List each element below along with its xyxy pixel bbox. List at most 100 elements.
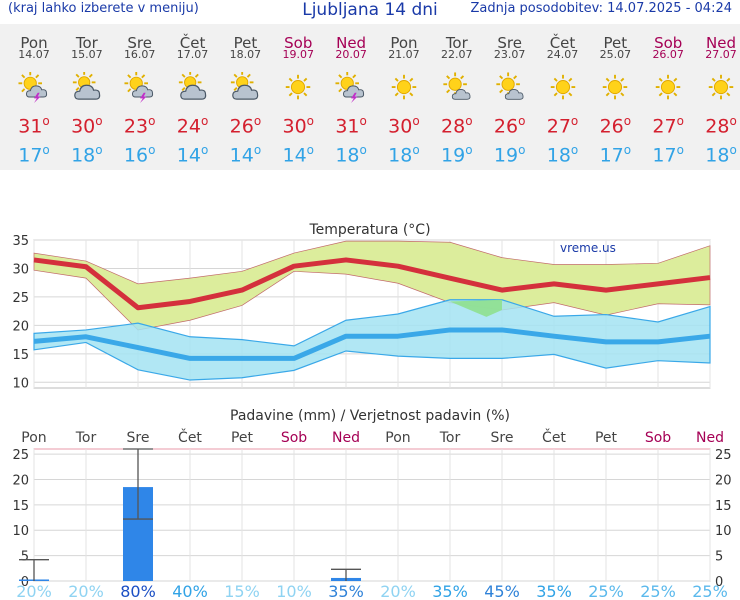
temperature-tick-label: 35 [12,234,29,249]
sun-icon [705,72,737,104]
min-temp: 18o [546,143,579,167]
precipitation-day-label: Pet [231,430,254,446]
min-temp: 18o [388,143,420,167]
precipitation-day-label: Čet [178,428,202,446]
precipitation-tick-label-right: 15 [715,499,732,514]
day-name: Pet [603,34,628,52]
min-temp: 14o [176,143,209,167]
precipitation-probability-label: 25% [640,582,676,600]
day-name: Ned [336,34,367,52]
day-name: Sob [654,34,683,52]
watermark-link: vreme.us [560,241,616,255]
sun-cloud-lightning-icon [335,71,367,104]
temperature-tick-label: 30 [12,262,29,277]
precipitation-probability-label: 35% [432,582,468,600]
temperature-tick-label: 25 [12,291,29,306]
temperature-chart-title: Temperatura (°C) [308,222,430,238]
precipitation-probability-label: 10% [276,582,312,600]
max-temp-range-band [33,240,711,331]
sun-cloud-lightning-icon [124,71,156,104]
page-title: Ljubljana 14 dni [302,0,438,20]
min-temp: 18o [705,143,737,167]
min-temp: 14o [282,143,315,167]
max-temp: 30o [71,114,103,138]
precipitation-probability-label: 20% [16,582,52,600]
sun-icon [282,72,314,104]
day-date: 18.07 [229,48,262,61]
precipitation-day-label: Ned [332,430,360,446]
precipitation-tick-label-left: 25 [12,448,29,463]
max-temp: 30o [388,114,420,138]
min-temp: 18o [335,143,367,167]
min-temp: 17o [18,143,50,167]
max-temp: 26o [493,114,526,138]
max-temp: 27o [546,114,579,138]
precipitation-tick-label-left: 15 [12,499,29,514]
max-temp: 31o [18,114,50,138]
day-name: Pon [390,34,418,52]
day-name: Tor [75,34,98,52]
cloud-sun-icon [229,71,261,104]
precipitation-day-label: Čet [542,428,566,446]
max-temp-line [33,257,711,311]
min-temp: 17o [599,143,632,167]
max-temp: 28o [441,114,473,138]
precipitation-chart-title: Padavine (mm) / Verjetnost padavin (%) [230,408,510,424]
day-date: 17.07 [176,48,209,61]
min-temp: 17o [652,143,684,167]
precipitation-probability-label: 35% [328,582,364,600]
last-update-text: Zadnja posodobitev: 14.07.2025 - 04:24 [470,1,732,16]
day-name: Ned [706,34,737,52]
precipitation-probability-label: 80% [120,582,156,600]
precipitation-tick-label-left: 10 [12,524,29,539]
max-temp: 27o [652,114,684,138]
day-date: 15.07 [71,48,103,61]
precipitation-day-label: Sre [491,430,514,446]
precipitation-day-label: Pon [385,430,410,446]
precipitation-tick-label-right: 0 [715,575,723,590]
precipitation-tick-label-left: 5 [21,550,29,565]
min-temp: 14o [229,143,262,167]
day-date: 23.07 [493,48,526,61]
sun-icon [599,72,631,104]
max-temp: 23o [123,114,156,138]
day-date: 21.07 [388,48,420,61]
precipitation-tick-label-right: 5 [715,550,723,565]
precipitation-tick-label-right: 25 [715,448,732,463]
temperature-tick-label: 20 [12,319,29,334]
day-name: Sre [127,34,152,52]
sun-small-cloud-icon [494,72,526,104]
day-name: Sre [497,34,522,52]
day-name: Tor [445,34,468,52]
precipitation-day-label: Pet [595,430,618,446]
day-date: 22.07 [441,48,473,61]
temperature-tick-label: 10 [12,376,29,391]
day-date: 27.07 [705,48,737,61]
precipitation-probability-label: 20% [380,582,416,600]
precipitation-probability-label: 25% [692,582,728,600]
max-temp: 31o [335,114,367,138]
day-name: Čet [549,34,576,52]
min-temp: 16o [123,143,156,167]
day-date: 14.07 [18,48,50,61]
precipitation-day-label: Ned [696,430,724,446]
max-temp: 28o [705,114,737,138]
temperature-tick-label: 15 [12,348,29,363]
day-name: Čet [179,34,206,52]
daily-forecast-strip: Pon 14.07 31o 17o Tor 15.07 30o 18o Sre 16.07 23o 1… [0,24,740,170]
day-date: 24.07 [546,48,579,61]
precipitation-probability-label: 40% [172,582,208,600]
precipitation-probability-label: 25% [588,582,624,600]
max-temp: 24o [176,114,209,138]
precipitation-day-label: Sob [645,430,671,446]
min-temp: 18o [71,143,103,167]
sun-small-cloud-icon [441,72,473,104]
sun-icon [388,72,420,104]
precipitation-tick-label-right: 20 [715,473,732,488]
header-location-hint[interactable]: (kraj lahko izberete v meniju) [8,1,199,16]
precipitation-probability-label: 15% [224,582,260,600]
min-temp: 19o [441,143,473,167]
precipitation-probability-label: 35% [536,582,572,600]
day-date: 16.07 [123,48,156,61]
